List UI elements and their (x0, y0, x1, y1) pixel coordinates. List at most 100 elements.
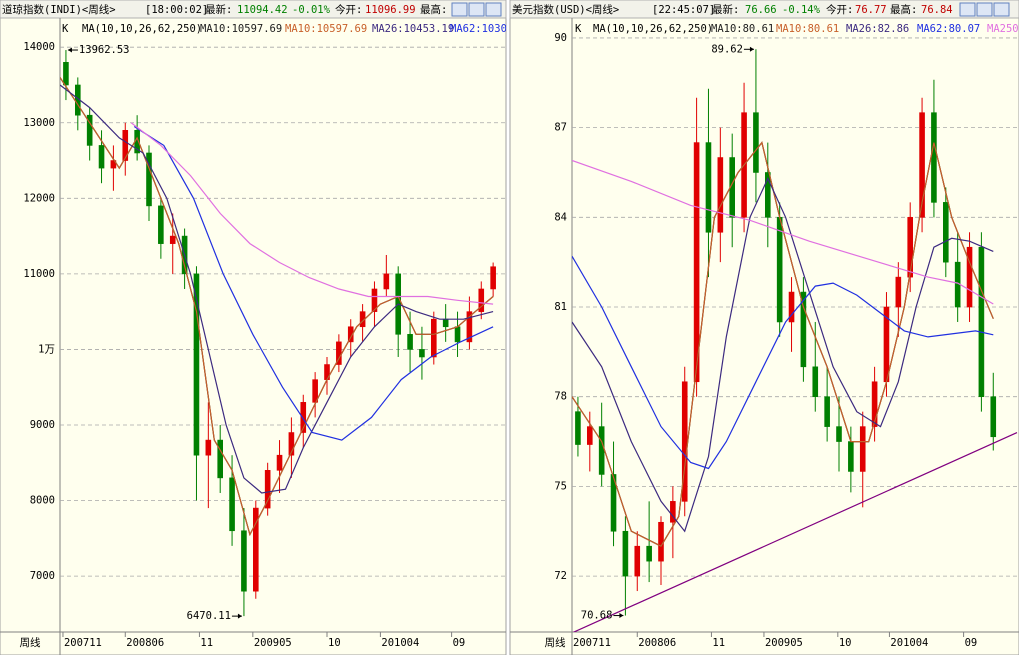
candle-body (490, 266, 496, 290)
candle-body (312, 379, 318, 403)
x-tick-label: 10 (328, 637, 341, 649)
x-tick-label: 201004 (381, 637, 419, 649)
candle-body (848, 441, 854, 472)
ma-line (572, 255, 994, 470)
x-tick-label: 200905 (765, 637, 803, 649)
header-high-label: 最高: (420, 3, 447, 16)
indicator-k: K (575, 23, 582, 35)
candle-body (931, 112, 937, 203)
legend-entry: MA26:82.86 (846, 23, 909, 35)
y-tick-label: 75 (554, 480, 567, 492)
candle-body (753, 112, 759, 173)
candle-body (646, 545, 652, 562)
x-tick-label: 09 (965, 637, 978, 649)
x-tick-label: 200905 (254, 637, 292, 649)
candle-body (705, 142, 712, 233)
annotation-label: 13962.53 (79, 44, 130, 56)
candle-body (264, 470, 271, 509)
candle-body (978, 246, 985, 398)
candle-body (859, 426, 866, 472)
candle-body (110, 160, 117, 169)
x-tick-label: 201004 (890, 637, 928, 649)
y-tick-label: 78 (554, 391, 567, 403)
header-open-label: 今开: (826, 3, 853, 16)
candle-body (371, 288, 378, 312)
candle-body (169, 235, 176, 244)
candle-body (276, 454, 283, 471)
y-tick-label: 87 (554, 122, 567, 134)
y-tick-label: 9000 (30, 419, 55, 431)
candle-body (347, 326, 354, 343)
y-tick-label: 8000 (30, 495, 55, 507)
candle-body (478, 288, 485, 312)
candle-body (824, 396, 830, 427)
candle-body (788, 291, 795, 323)
x-tick-label: 200806 (126, 637, 164, 649)
y-tick-label: 14000 (23, 41, 55, 53)
trend-line (572, 432, 1018, 632)
candle-body (407, 334, 413, 350)
candle-body (158, 205, 164, 244)
panel: 道琼指数(INDI)<周线> [18:00:02]最新: 11094.42 -0.01… (0, 3, 506, 655)
candle-body (217, 439, 223, 479)
annotation-arrowhead (237, 613, 242, 619)
y-tick-label: 81 (554, 301, 567, 313)
candle-body (670, 501, 676, 523)
candle-body (454, 326, 461, 343)
y-tick-label: 72 (554, 570, 567, 582)
x-tick-label: 09 (453, 637, 466, 649)
annotation-label: 6470.11 (187, 610, 231, 622)
left-toolbar-icons (451, 2, 502, 17)
candle-body (241, 530, 247, 592)
candle-body (942, 202, 949, 263)
x-tick-label: 200711 (64, 637, 102, 649)
y-tick-label: 1万 (38, 343, 55, 355)
candle-body (442, 318, 449, 328)
header-open-label: 今开: (335, 3, 362, 16)
candle-body (895, 276, 902, 308)
header-change: -0.01% (292, 4, 331, 16)
annotation-label: 89.62 (711, 43, 743, 55)
candle-body (466, 311, 473, 343)
candle-body (229, 477, 235, 532)
candle-body (966, 246, 973, 308)
indicator-params: MA(10,10,26,62,250) (593, 23, 713, 35)
legend-entry: MA62:80.07 (917, 23, 980, 35)
header-high: 76.84 (921, 4, 953, 16)
plot-area (572, 49, 1018, 632)
candle-body (146, 152, 152, 207)
left-header-bar (0, 0, 507, 19)
indicator-k: K (62, 23, 69, 35)
y-tick-label: 11000 (23, 268, 55, 280)
candle-body (98, 145, 105, 169)
candle-body (871, 381, 878, 427)
candle-body (776, 217, 783, 323)
candle-body (430, 318, 437, 358)
candle-body (86, 114, 93, 146)
ma-line (572, 141, 994, 547)
x-tick-label: 200806 (638, 637, 676, 649)
y-tick-label: 90 (554, 32, 567, 44)
right-panel (509, 0, 1019, 655)
candle-body (63, 62, 69, 86)
header-change: -0.14% (782, 4, 821, 16)
candle-body (193, 273, 200, 456)
x-axis-label: 周线 (20, 636, 41, 649)
panel: 美元指数(USD)<周线> [22:45:07]最新: 76.66 -0.14% 今开:… (510, 3, 1019, 655)
annotation-label: 70.68 (581, 610, 613, 622)
candle-body (122, 130, 129, 161)
x-axis-label: 周线 (545, 636, 566, 649)
candle-body (300, 402, 307, 433)
candle-body (658, 521, 664, 562)
ma-line (572, 177, 994, 533)
candle-body (253, 507, 259, 592)
candle-body (907, 217, 914, 278)
candle-body (575, 411, 581, 445)
header-high-label: 最高: (890, 3, 917, 16)
legend-entry: MA10:10597.69 (285, 23, 367, 35)
indicator-params: MA(10,10,26,62,250) (82, 23, 202, 35)
header-latest: 11094.42 (237, 4, 288, 16)
header-time: [22:45:07] (652, 4, 715, 16)
